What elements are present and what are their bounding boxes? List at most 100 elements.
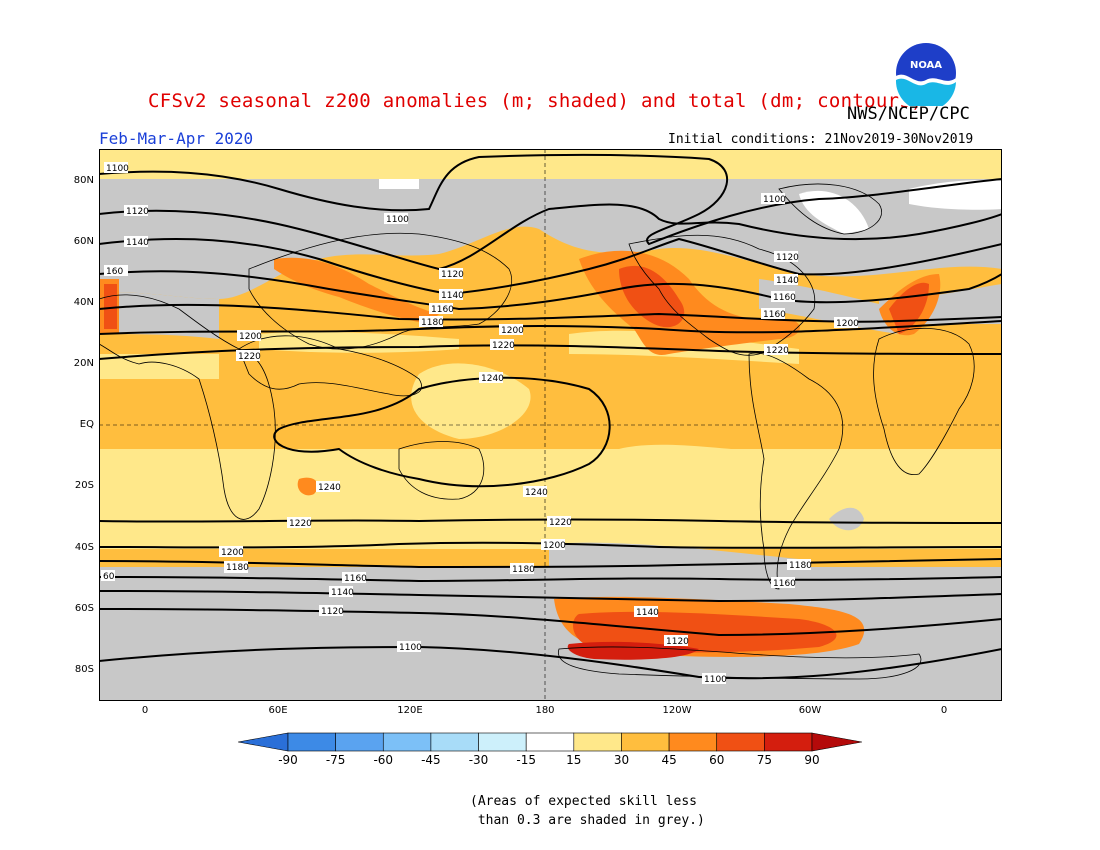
contour-1220-north	[99, 344, 1002, 360]
colorbar-cell	[716, 732, 765, 752]
colorbar-tick-label: 60	[709, 753, 725, 767]
lat-label: 20S	[74, 480, 94, 491]
svg-text:1220: 1220	[492, 341, 515, 351]
svg-text:1120: 1120	[441, 270, 464, 280]
svg-text:60: 60	[103, 572, 115, 582]
contour-label: 1160	[342, 572, 367, 584]
svg-text:1120: 1120	[666, 637, 689, 647]
svg-text:1140: 1140	[776, 276, 799, 286]
colorbar-cell	[430, 732, 479, 752]
svg-text:1220: 1220	[766, 346, 789, 356]
contour-1120-south	[99, 608, 1002, 637]
svg-text:1240: 1240	[525, 488, 548, 498]
svg-text:1180: 1180	[226, 563, 249, 573]
svg-text:1140: 1140	[636, 608, 659, 618]
colorbar-tick-label: -90	[278, 753, 298, 767]
contour-1200-north	[99, 320, 1002, 335]
lon-label: 120W	[662, 705, 692, 716]
svg-text:1240: 1240	[318, 483, 341, 493]
colorbar-tick-label: -30	[468, 753, 489, 767]
colorbar-cell	[335, 732, 384, 752]
contour-label: 1120	[124, 205, 149, 217]
lon-label: 60E	[268, 705, 288, 716]
contour-label: 1200	[834, 317, 859, 329]
svg-text:1160: 1160	[431, 305, 454, 315]
lat-label: 80N	[73, 175, 94, 186]
contour-label: 1240	[479, 372, 504, 384]
contour-1160-north	[99, 270, 1002, 311]
colorbar-cell	[811, 732, 862, 752]
contour-label: 1140	[124, 236, 149, 248]
colorbar-tick-label: 15	[566, 753, 582, 767]
contour-label: 1180	[787, 559, 812, 571]
colorbar-tick-label: 90	[804, 753, 820, 767]
contour-label: 1220	[236, 350, 261, 362]
contour-1140-north	[99, 237, 1002, 296]
contour-label: 1200	[541, 539, 566, 551]
contour-label: 1180	[224, 561, 249, 573]
contour-label: 1240	[316, 481, 341, 493]
colorbar-tick-label: 45	[661, 753, 677, 767]
svg-text:1100: 1100	[386, 215, 409, 225]
lat-label: 20N	[73, 358, 94, 369]
contour-labels: 1100 1100 1100 1100 1100 1120 1120 1120 …	[101, 162, 859, 685]
anomaly-colorbar	[238, 732, 862, 752]
svg-text:1180: 1180	[512, 565, 535, 575]
contour-1160-south	[99, 576, 1002, 583]
contour-1140-south	[99, 590, 1002, 603]
svg-text:1140: 1140	[441, 291, 464, 301]
svg-text:1200: 1200	[221, 548, 244, 558]
svg-text:1220: 1220	[549, 518, 572, 528]
contour-label: 1100	[104, 162, 129, 174]
colorbar-cell	[238, 732, 289, 752]
svg-text:1180: 1180	[421, 318, 444, 328]
svg-text:1160: 1160	[773, 293, 796, 303]
lon-label: 180	[535, 705, 555, 716]
svg-text:1100: 1100	[399, 643, 422, 653]
contour-label: 1100	[702, 673, 727, 685]
colorbar-cell	[287, 732, 336, 752]
colorbar-tick-label: -75	[325, 753, 346, 767]
contour-label: 1220	[764, 344, 789, 356]
lon-label: 120E	[397, 705, 423, 716]
contour-1240-tropics	[273, 376, 611, 488]
svg-text:1120: 1120	[126, 207, 149, 217]
contour-label: 1100	[761, 193, 786, 205]
logo-text: NOAA	[910, 60, 942, 71]
contour-label: 1220	[287, 517, 312, 529]
contour-label: 1120	[664, 635, 689, 647]
svg-text:160: 160	[106, 267, 123, 277]
colorbar-tick-label: -60	[373, 753, 394, 767]
svg-text:1160: 1160	[344, 574, 367, 584]
contour-1100-north	[99, 153, 1002, 246]
svg-text:1120: 1120	[776, 253, 799, 263]
contour-1180-south	[99, 558, 1002, 569]
colorbar-cell	[621, 732, 670, 752]
lat-label: EQ	[79, 419, 94, 430]
contour-1100-south	[99, 645, 1002, 680]
lat-label: 40S	[74, 542, 94, 553]
colorbar-cell	[764, 732, 813, 752]
colorbar-tick-label: 30	[613, 753, 630, 767]
map-graticule	[99, 149, 1002, 701]
lat-label: 80S	[74, 664, 94, 675]
lat-label: 60S	[74, 603, 94, 614]
contour-label: 1200	[499, 324, 524, 336]
colorbar-cell	[525, 732, 575, 752]
contour-label: 160	[104, 265, 128, 277]
chart-title: CFSv2 seasonal z200 anomalies (m; shaded…	[148, 90, 923, 112]
colorbar-tick-label: -45	[421, 753, 441, 767]
colorbar-cell	[668, 732, 718, 752]
contour-label: 1140	[439, 289, 464, 301]
contour-label: 1160	[429, 303, 454, 315]
contour-label: 1100	[384, 213, 409, 225]
colorbar-tick-label: 75	[756, 753, 772, 767]
contour-label: 1180	[419, 316, 444, 328]
colorbar-cell	[573, 732, 622, 752]
colorbar-cell	[478, 732, 527, 752]
svg-text:1140: 1140	[126, 238, 149, 248]
anomaly-map: 1100 1100 1100 1100 1100 1120 1120 1120 …	[99, 149, 1002, 701]
svg-text:1140: 1140	[331, 588, 354, 598]
svg-text:1200: 1200	[501, 326, 524, 336]
svg-text:1200: 1200	[239, 332, 262, 342]
